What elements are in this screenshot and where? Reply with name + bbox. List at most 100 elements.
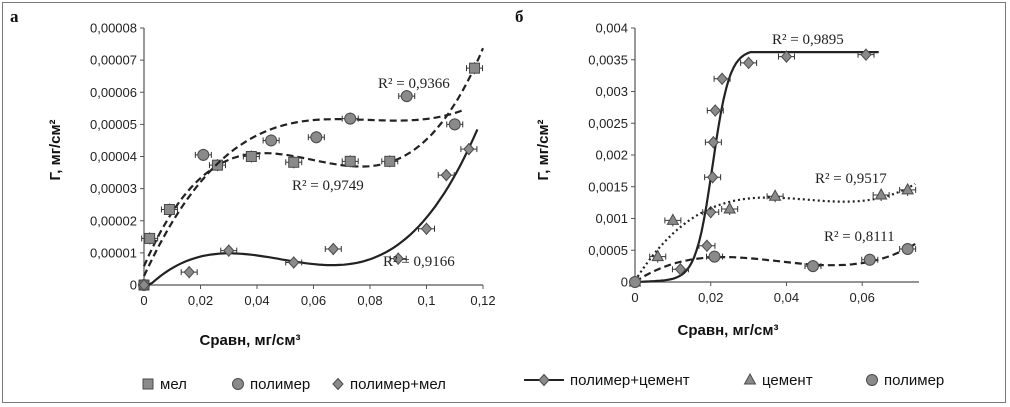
data-point-circle — [448, 118, 461, 131]
data-point-diamond — [327, 242, 339, 256]
data-point-diamond — [463, 142, 475, 156]
x-tick-label: 0,12 — [470, 293, 495, 308]
x-axis-label: Cравн, мг/см³ — [678, 322, 779, 339]
data-point-square — [245, 151, 257, 162]
x-tick-label: 0,06 — [850, 290, 875, 305]
x-tick-label: 0,08 — [357, 293, 382, 308]
data-point-triangle — [874, 187, 888, 200]
y-tick-label: 0,0035 — [588, 52, 628, 67]
y-tick-label: 0,001 — [595, 211, 628, 226]
data-point-circle — [265, 134, 278, 147]
data-point-circle — [863, 253, 876, 266]
y-tick-label: 0,00007 — [90, 53, 137, 68]
trendline-square — [142, 47, 485, 267]
data-point-circle — [708, 250, 721, 263]
trendline-diamond — [144, 128, 479, 287]
y-tick-label: 0,00003 — [90, 181, 137, 196]
data-point-triangle — [901, 182, 914, 195]
legend-marker-triangle — [743, 372, 757, 385]
legend-label: цемент — [762, 372, 813, 389]
r2-label: R² = 0,9366 — [378, 76, 450, 92]
x-tick-label: 0,02 — [188, 293, 213, 308]
figure-frame — [2, 2, 1006, 403]
y-tick-label: 0 — [621, 275, 628, 290]
data-point-diamond — [674, 263, 687, 276]
r2-label: R² = 0,9517 — [815, 171, 887, 187]
data-point-square — [288, 156, 300, 168]
data-point-square — [144, 232, 156, 244]
data-point-diamond — [223, 244, 235, 257]
data-point-circle — [901, 242, 914, 255]
y-tick-label: 0,00008 — [90, 21, 137, 36]
y-tick-label: 0,00006 — [90, 85, 137, 100]
legend-label: полимер — [884, 372, 944, 389]
data-point-square — [344, 155, 356, 167]
y-axis-label: Г, мг/см² — [47, 119, 64, 180]
data-point-diamond — [716, 72, 728, 86]
y-tick-label: 0,00001 — [90, 245, 137, 260]
data-point-diamond — [183, 265, 195, 279]
trendline-circle — [143, 109, 464, 277]
data-point-diamond — [440, 168, 452, 182]
data-point-diamond — [742, 56, 755, 70]
data-point-triangle — [666, 213, 680, 225]
legend-marker-diamond — [332, 377, 344, 391]
x-tick-label: 0,1 — [417, 293, 435, 308]
y-tick-label: 0,0005 — [588, 243, 628, 258]
y-tick-label: 0,0015 — [588, 179, 628, 194]
r2-label: R² = 0,9749 — [292, 178, 364, 194]
y-tick-label: 0,00005 — [90, 117, 137, 132]
data-point-diamond — [707, 136, 720, 149]
data-point-circle — [344, 112, 357, 125]
legend-label: полимер+цемент — [570, 372, 690, 389]
x-axis-label: Cравн, мг/см³ — [200, 332, 301, 349]
y-tick-label: 0,00002 — [90, 213, 137, 228]
data-point-triangle — [651, 249, 665, 262]
data-point-diamond — [709, 104, 721, 117]
legend-marker-circle — [232, 378, 244, 390]
data-point-diamond — [706, 170, 719, 184]
y-tick-label: 0,00004 — [90, 149, 137, 164]
trendline-diamond — [634, 51, 879, 284]
legend-label: мел — [160, 376, 187, 393]
data-point-square — [384, 155, 396, 167]
data-point-square — [469, 62, 481, 74]
y-tick-label: 0 — [130, 278, 137, 293]
data-point-diamond — [288, 256, 300, 269]
data-point-circle — [310, 131, 323, 144]
x-tick-label: 0 — [140, 293, 147, 308]
panel-letter: б — [515, 7, 524, 26]
data-point-diamond — [780, 50, 793, 63]
panel-letter: а — [10, 7, 19, 26]
data-point-triangle — [768, 189, 782, 201]
legend-label: полимер — [250, 376, 310, 393]
x-tick-label: 0,02 — [698, 290, 723, 305]
r2-label: R² = 0,9895 — [772, 32, 844, 48]
legend-marker-square — [142, 378, 154, 390]
trendline-circle — [634, 242, 916, 283]
data-point-diamond — [420, 222, 433, 236]
x-tick-label: 0 — [631, 290, 638, 305]
x-tick-label: 0,06 — [301, 293, 326, 308]
y-tick-label: 0,004 — [595, 21, 628, 36]
legend-label: полимер+мел — [350, 376, 446, 393]
legend-marker-diamond — [538, 373, 550, 387]
data-point-square — [163, 204, 175, 216]
data-point-diamond — [138, 278, 150, 292]
data-point-diamond — [701, 239, 713, 253]
r2-label: R² = 0,9166 — [383, 254, 455, 270]
legend-marker-circle — [866, 374, 878, 386]
y-tick-label: 0,003 — [595, 84, 628, 99]
data-point-triangle — [723, 201, 737, 214]
data-point-circle — [400, 90, 413, 103]
data-point-diamond — [860, 48, 872, 61]
trendline-triangle — [634, 182, 916, 282]
x-tick-label: 0,04 — [244, 293, 269, 308]
data-point-circle — [806, 260, 819, 273]
y-tick-label: 0,0025 — [588, 116, 628, 131]
data-point-diamond — [392, 252, 404, 265]
r2-label: R² = 0,8111 — [824, 229, 895, 245]
x-tick-label: 0,04 — [774, 290, 799, 305]
y-axis-label: Г, мг/см² — [535, 119, 552, 180]
